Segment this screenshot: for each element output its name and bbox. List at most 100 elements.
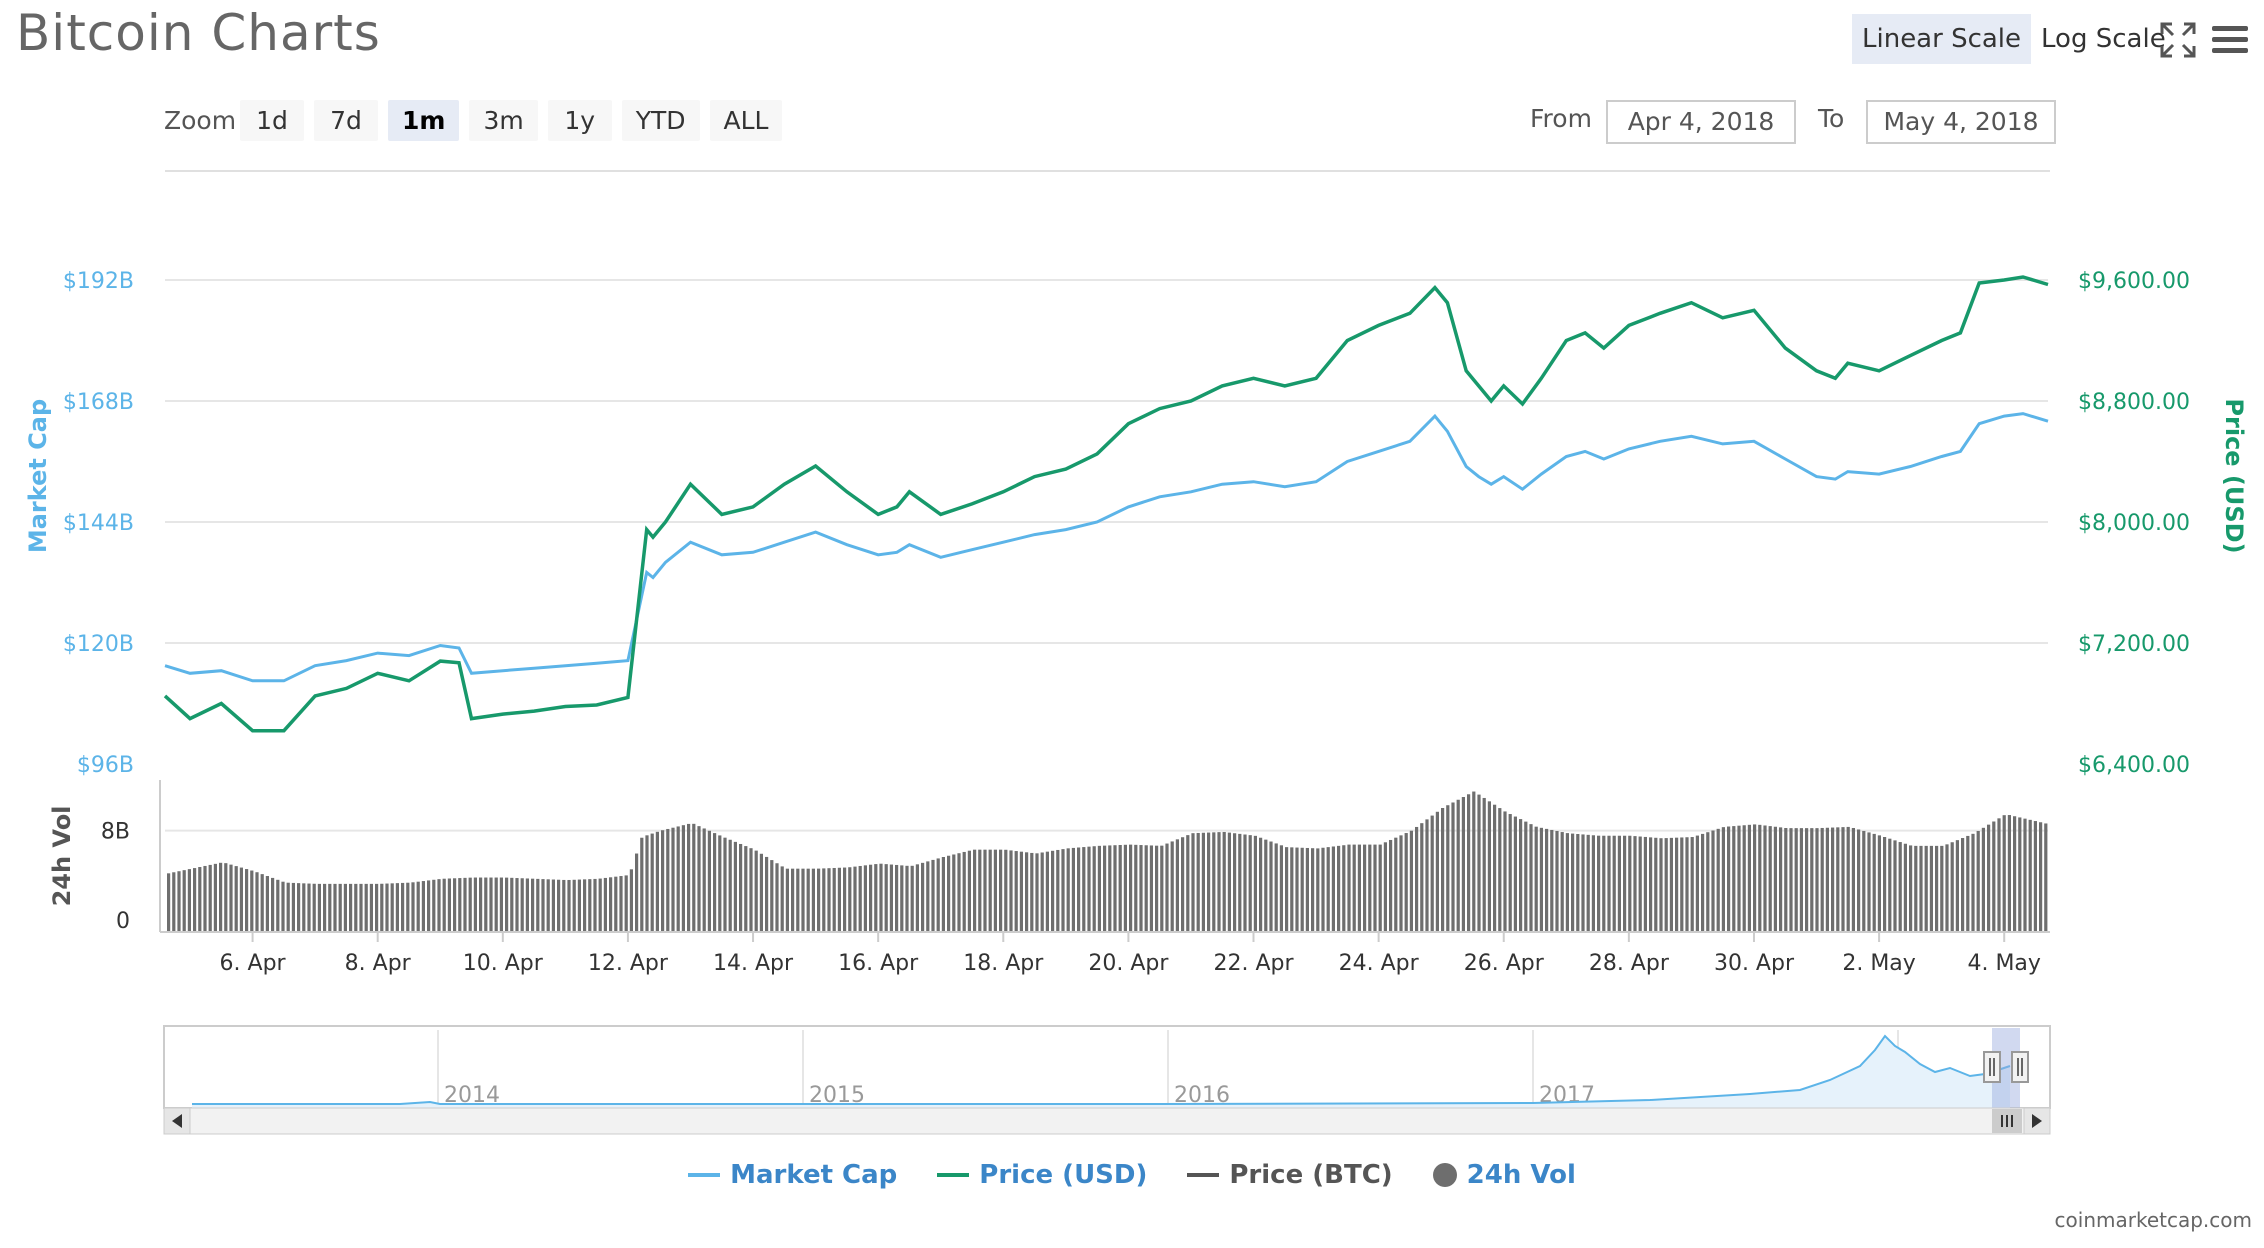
vol-bar (1883, 836, 1887, 932)
vol-bar (1586, 834, 1590, 932)
vol-bar (427, 880, 431, 932)
vol-bar (2033, 821, 2037, 932)
vol-bar (1326, 847, 1330, 932)
vol-bar (208, 864, 212, 932)
zoom-all-button[interactable]: ALL (709, 100, 783, 141)
vol-bar (1316, 848, 1320, 932)
vol-bar (1539, 827, 1543, 932)
vol-bar (1981, 827, 1985, 932)
scrollbar-right-arrow[interactable] (2023, 1107, 2051, 1135)
vol-bar (1716, 828, 1720, 932)
vol-bar (416, 881, 420, 932)
to-date-input[interactable]: May 4, 2018 (1866, 100, 2056, 144)
vol-bar (1742, 825, 1746, 932)
vol-bar (1815, 828, 1819, 932)
vol-bar (359, 883, 363, 932)
vol-bar (749, 848, 753, 932)
vol-bar (843, 867, 847, 932)
vol-bar (1430, 815, 1434, 932)
vol-bar (999, 849, 1003, 932)
vol-bar (1129, 844, 1133, 932)
navigator-handle-right[interactable] (2011, 1051, 2029, 1083)
vol-bar (1170, 841, 1174, 932)
vol-bar (1061, 849, 1065, 932)
fullscreen-icon[interactable] (2160, 22, 2196, 58)
menu-icon[interactable] (2210, 22, 2250, 58)
vol-bar (1441, 808, 1445, 932)
vol-bar (1597, 835, 1601, 932)
vol-bar (723, 837, 727, 932)
x-tick-label: 28. Apr (1589, 951, 1670, 976)
vol-bar (1040, 852, 1044, 932)
zoom-1m-button[interactable]: 1m (388, 100, 460, 141)
vol-bar (1607, 835, 1611, 932)
x-tick-label: 24. Apr (1339, 951, 1420, 976)
legend-item-price-usd[interactable]: Price (USD) (937, 1160, 1147, 1190)
legend-item-vol[interactable]: 24h Vol (1432, 1160, 1576, 1190)
scrollbar-track[interactable] (163, 1107, 2051, 1135)
vol-bar (718, 835, 722, 932)
x-tick-label: 6. Apr (220, 951, 287, 976)
from-date-input[interactable]: Apr 4, 2018 (1606, 100, 1796, 144)
vol-bar (442, 878, 446, 932)
vol-bar (598, 878, 602, 932)
log-scale-button[interactable]: Log Scale (2041, 24, 2166, 54)
vol-bar (1118, 844, 1122, 932)
vol-bar (1435, 811, 1439, 932)
vol-bar (213, 863, 217, 932)
legend-item-market-cap[interactable]: Market Cap (688, 1160, 897, 1190)
vol-bar (531, 878, 535, 932)
vol-bar (1560, 832, 1564, 932)
zoom-ytd-button[interactable]: YTD (621, 100, 700, 141)
vol-bar (401, 882, 405, 932)
vol-bar (250, 870, 254, 932)
scrollbar-thumb[interactable] (1992, 1109, 2022, 1133)
vol-bar (198, 867, 202, 932)
vol-bar (1160, 845, 1164, 932)
vol-bar (1238, 833, 1242, 932)
vol-bar (1545, 828, 1549, 932)
vol-bar (827, 868, 831, 932)
vol-bar (1269, 841, 1273, 932)
vol-bar (1217, 832, 1221, 932)
vol-bar (1409, 830, 1413, 932)
vol-bar (1638, 836, 1642, 932)
vol-bar (1394, 837, 1398, 932)
vol-bar (1207, 832, 1211, 932)
vol-bar (1649, 837, 1653, 932)
credits-link[interactable]: coinmarketcap.com (2054, 1208, 2252, 1232)
x-tick-label: 18. Apr (963, 951, 1044, 976)
vol-bar (1368, 844, 1372, 932)
vol-bar (458, 878, 462, 932)
vol-bar (1264, 839, 1268, 932)
vol-bar (1404, 833, 1408, 932)
vol-bar (333, 883, 337, 932)
vol-bar (978, 849, 982, 932)
vol-bar (567, 879, 571, 932)
vol-bars (167, 791, 2048, 932)
vol-bar (1898, 842, 1902, 932)
vol-bar (1945, 844, 1949, 932)
vol-bar (1857, 829, 1861, 932)
vol-bar (1602, 835, 1606, 932)
legend-dot-icon (1432, 1163, 1457, 1187)
vol-bar (609, 877, 613, 932)
linear-scale-button[interactable]: Linear Scale (1852, 14, 2032, 64)
vol-bar (187, 869, 191, 932)
vol-bar (1524, 821, 1528, 932)
navigator-handle-left[interactable] (1983, 1051, 2001, 1083)
zoom-1d-button[interactable]: 1d (240, 100, 304, 141)
vol-bar (239, 867, 243, 932)
vol-bar (1097, 845, 1101, 932)
vol-bar (1851, 827, 1855, 932)
scrollbar-left-arrow[interactable] (163, 1107, 191, 1135)
zoom-7d-button[interactable]: 7d (314, 100, 378, 141)
vol-bar (775, 863, 779, 932)
vol-bar (1940, 845, 1944, 932)
vol-bar (260, 874, 264, 932)
zoom-1y-button[interactable]: 1y (547, 100, 612, 141)
x-tick-label: 12. Apr (588, 951, 669, 976)
zoom-3m-button[interactable]: 3m (469, 100, 538, 141)
vol-bar (1279, 845, 1283, 932)
legend-item-price-btc[interactable]: Price (BTC) (1187, 1160, 1393, 1190)
